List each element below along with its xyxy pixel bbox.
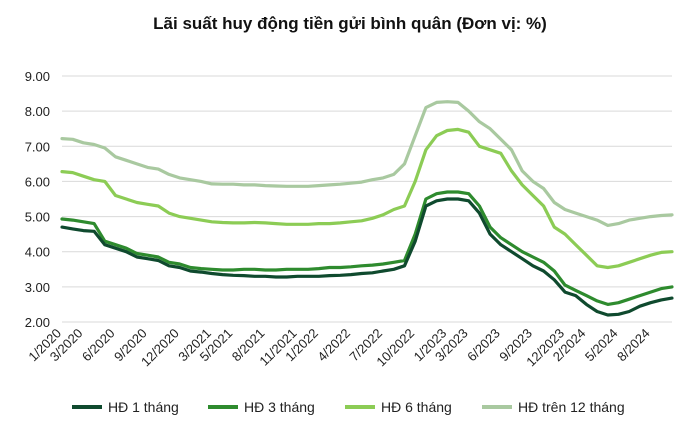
- y-tick-label: 8.00: [25, 104, 50, 119]
- series-line-4: [60, 100, 674, 227]
- legend-label: HĐ 6 tháng: [381, 399, 452, 415]
- y-axis: 9.00 8.00 7.00 6.00 5.00 4.00 3.00 2.00: [25, 69, 50, 330]
- x-axis: 1/20203/20206/20209/202012/20203/20215/2…: [25, 326, 652, 370]
- y-tick-label: 5.00: [25, 210, 50, 225]
- y-tick-label: 9.00: [25, 69, 50, 84]
- y-tick-label: 6.00: [25, 174, 50, 189]
- legend-label: HĐ 3 tháng: [244, 399, 315, 415]
- series-line-1: [60, 197, 674, 317]
- grid-layer: [62, 75, 672, 323]
- x-tick-label: 6/2023: [464, 326, 503, 365]
- y-tick-label: 3.00: [25, 280, 50, 295]
- y-tick-label: 4.00: [25, 245, 50, 260]
- y-tick-label: 7.00: [25, 139, 50, 154]
- legend: HĐ 1 tháng HĐ 3 tháng HĐ 6 tháng HĐ trên 12…: [72, 399, 625, 415]
- y-tick-label: 2.00: [25, 315, 50, 330]
- series-line-2: [60, 190, 674, 306]
- series-layer: [60, 100, 674, 317]
- legend-label: HĐ trên 12 tháng: [518, 399, 625, 415]
- chart-title: Lãi suất huy động tiền gửi bình quân (Đơ…: [153, 14, 547, 33]
- legend-label: HĐ 1 tháng: [108, 399, 179, 415]
- series-line-3: [60, 127, 674, 270]
- x-tick-label: 5/2024: [582, 326, 621, 365]
- x-tick-label: 6/2020: [79, 326, 118, 365]
- x-tick-label: 4/2022: [314, 326, 353, 365]
- x-tick-label: 8/2024: [614, 326, 653, 365]
